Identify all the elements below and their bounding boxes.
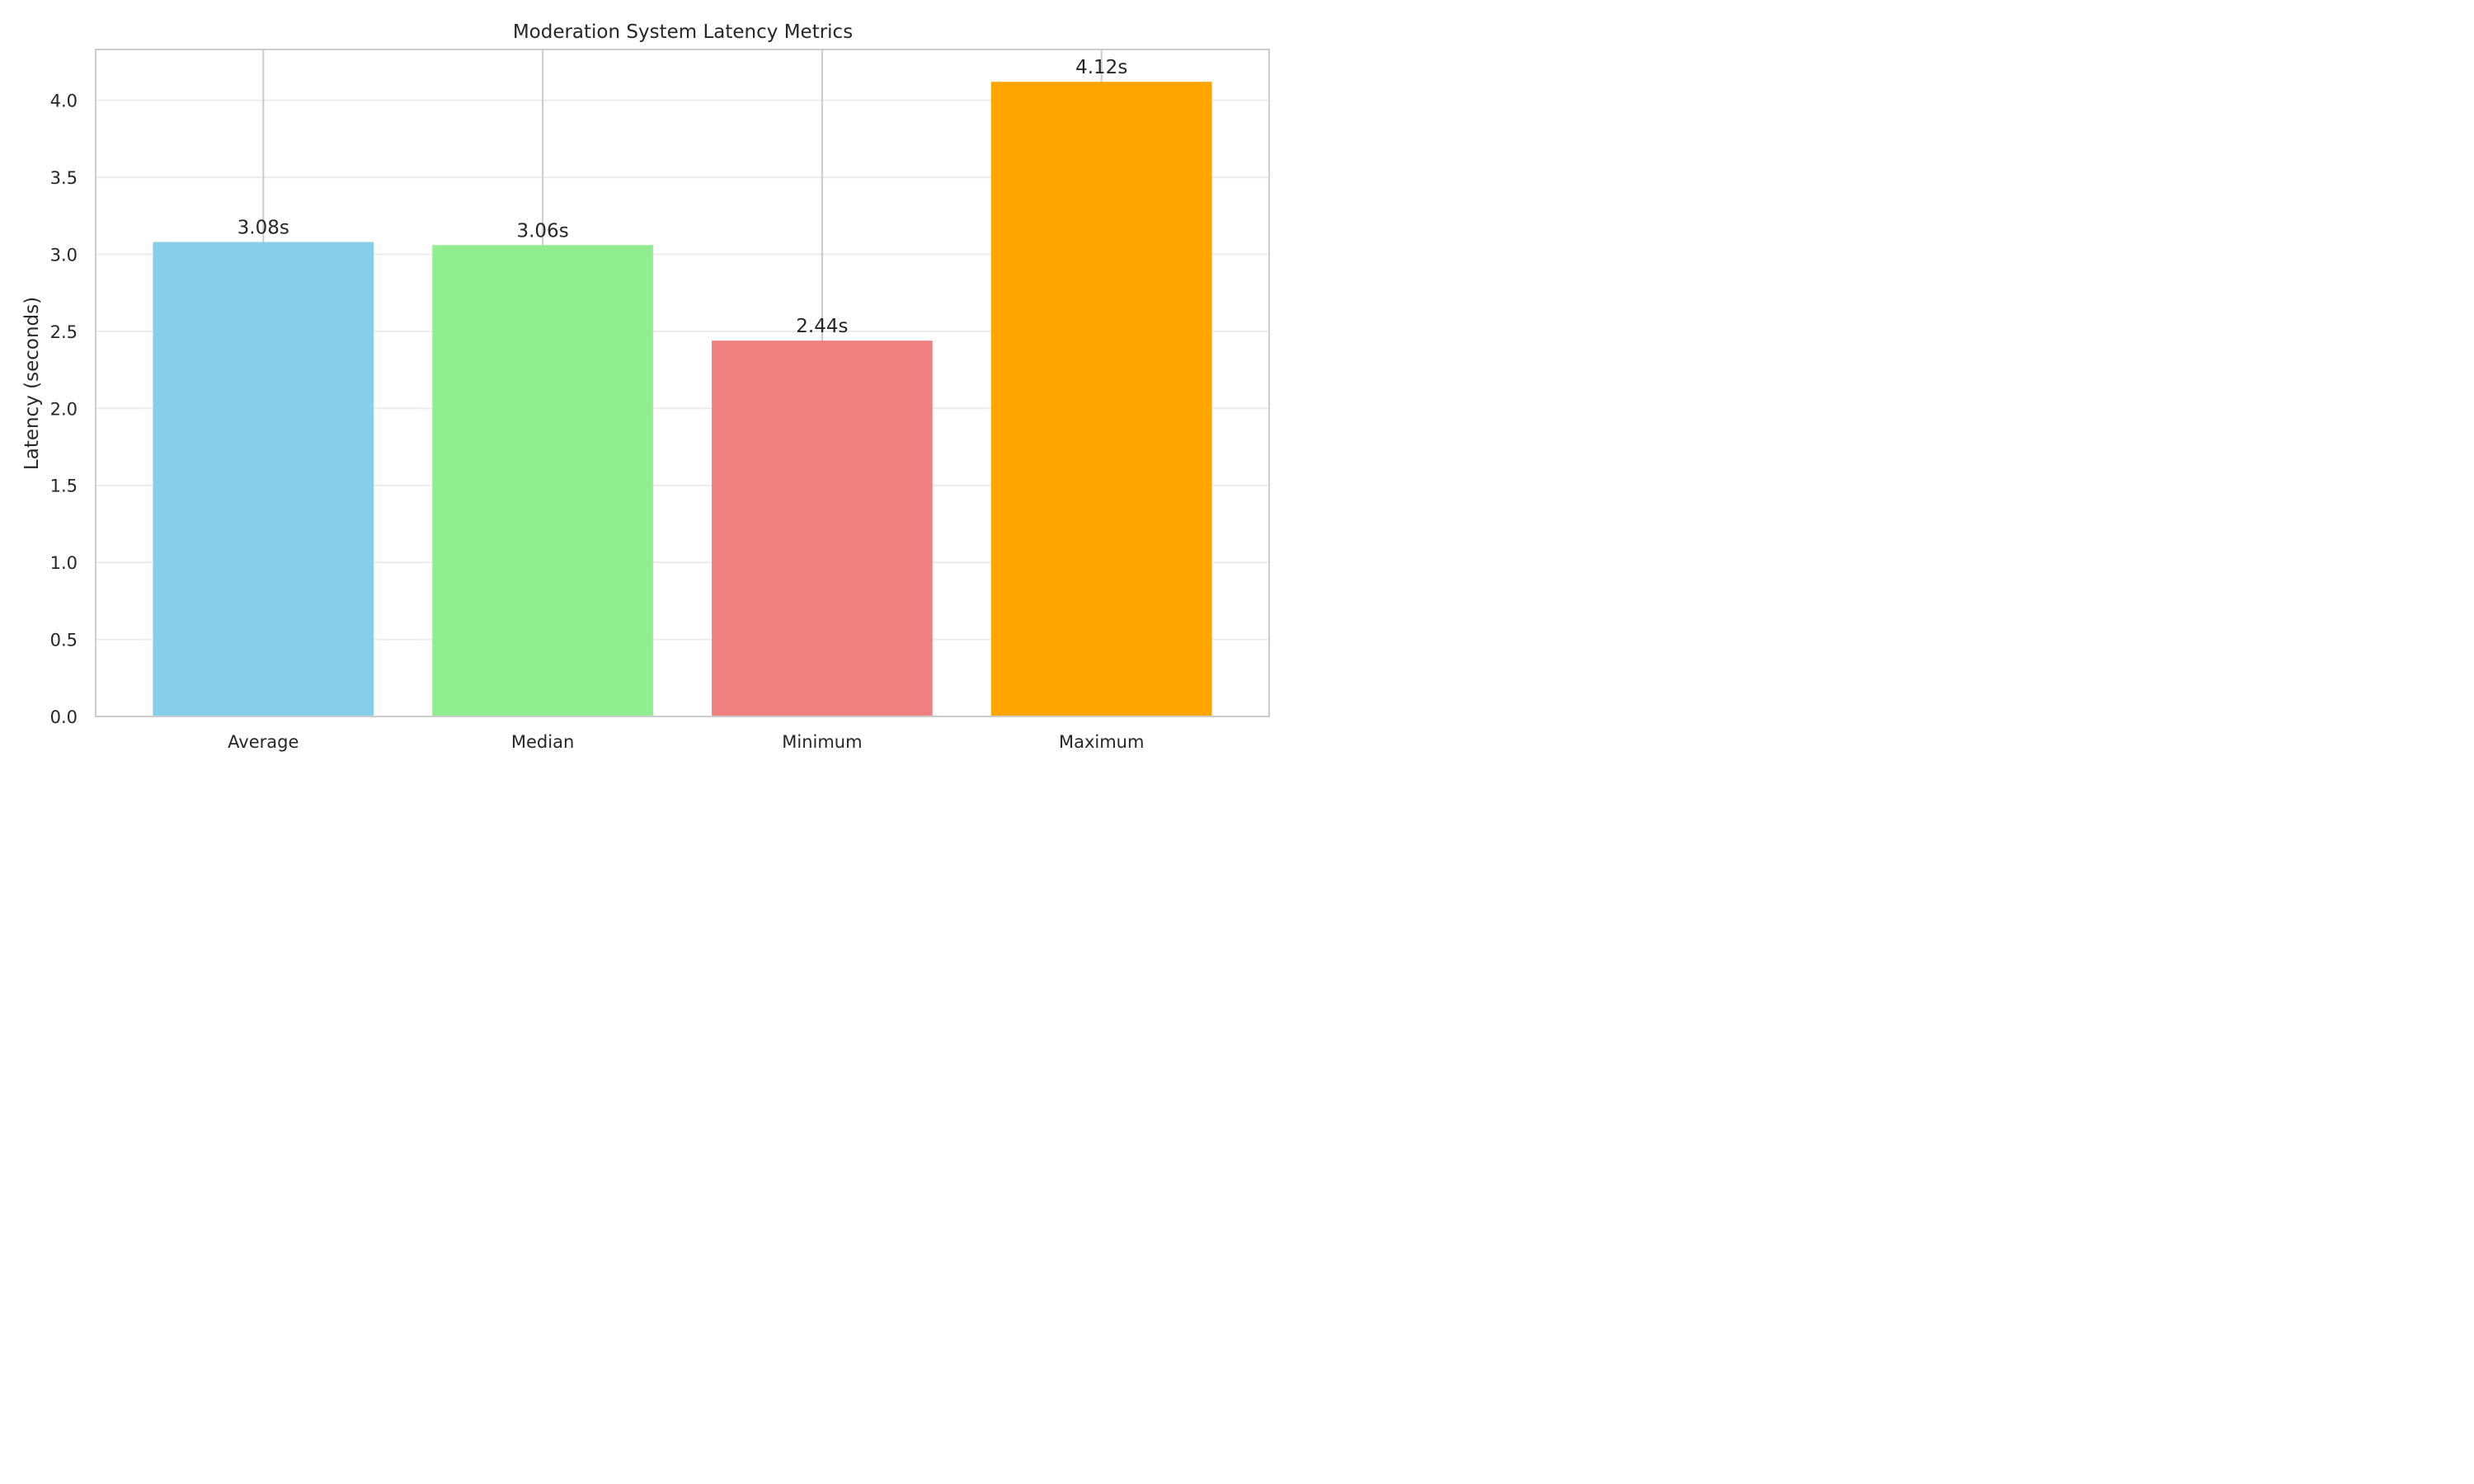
- chart-title: Moderation System Latency Metrics: [513, 21, 853, 43]
- bars: [153, 82, 1212, 717]
- bar-value-label: 3.08s: [238, 218, 289, 239]
- y-tick-label: 1.5: [50, 477, 78, 496]
- plot-frame: [95, 49, 1270, 717]
- bar-value-label: 2.44s: [796, 316, 848, 337]
- y-axis-ticks: 0.0 0.5 1.0 1.5 2.0 2.5 3.0 3.5 4.0: [50, 92, 78, 727]
- bar-value-label: 3.06s: [516, 220, 568, 242]
- bar-maximum: [990, 82, 1212, 716]
- y-tick-label: 3.5: [50, 168, 78, 188]
- x-axis-ticks: Average Median Minimum Maximum: [228, 732, 1144, 752]
- vertical-lines: [262, 49, 1103, 716]
- x-tick-label: Minimum: [782, 732, 862, 752]
- data-labels: 3.08s 3.06s 2.44s 4.12s: [238, 57, 1128, 337]
- y-tick-label: 2.5: [50, 322, 78, 342]
- bar-chart: 0.0 0.5 1.0 1.5 2.0 2.5 3.0 3.5 4.0 Average Media…: [21, 21, 1270, 752]
- x-tick-label: Median: [511, 732, 574, 752]
- y-tick-label: 4.0: [50, 92, 78, 111]
- y-tick-label: 2.0: [50, 399, 78, 419]
- bar-average: [153, 242, 374, 716]
- chart-container: 0.0 0.5 1.0 1.5 2.0 2.5 3.0 3.5 4.0 Average Media…: [0, 0, 1293, 776]
- bar-median: [432, 245, 653, 717]
- bar-minimum: [712, 340, 933, 716]
- y-axis-label: Latency (seconds): [21, 297, 43, 470]
- x-tick-label: Maximum: [1059, 732, 1144, 752]
- x-tick-label: Average: [228, 732, 299, 752]
- y-tick-label: 0.0: [50, 707, 78, 727]
- y-tick-label: 3.0: [50, 245, 78, 265]
- y-tick-label: 0.5: [50, 631, 78, 650]
- y-tick-label: 1.0: [50, 553, 78, 573]
- bar-value-label: 4.12s: [1075, 57, 1127, 78]
